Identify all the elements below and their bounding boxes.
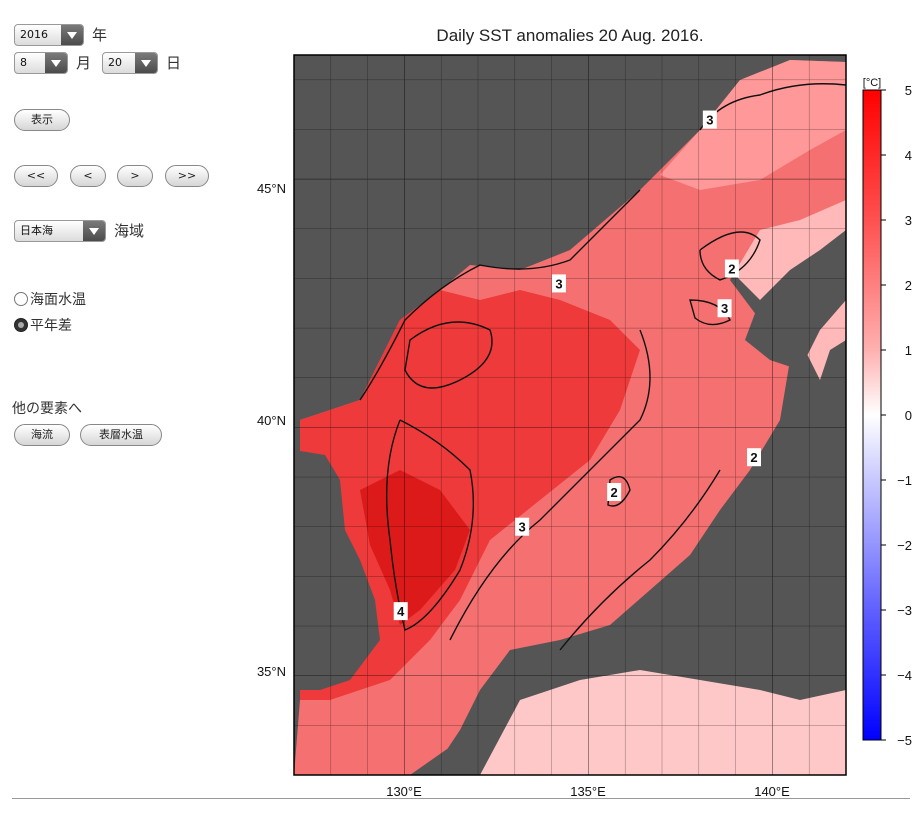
colorbar-tick-label: −4	[897, 668, 912, 683]
sea-zone-strong	[300, 290, 640, 700]
nav-last-button[interactable]: >>	[165, 165, 209, 187]
colorbar-unit: [°C]	[863, 77, 881, 89]
radio-sst[interactable]: 海面水温	[14, 289, 86, 309]
control-panel: 2016 年 8 月 20 日 表示 << < > >> 日本海 海域 海面水温…	[0, 0, 240, 830]
colorbar-tick-label: 5	[905, 83, 912, 98]
map-frame	[293, 54, 847, 776]
chevron-down-icon	[45, 53, 67, 73]
contour-label: 3	[555, 276, 562, 291]
sst-anomaly-chart: Daily SST anomalies 20 Aug. 2016. 130°E	[257, 26, 912, 799]
month-unit-label: 月	[76, 54, 92, 72]
bottom-divider	[12, 798, 910, 799]
contour-label: 2	[611, 485, 618, 500]
colorbar-tick-label: −2	[897, 538, 912, 553]
x-tick-label: 135°E	[570, 784, 606, 799]
day-unit-label: 日	[166, 54, 182, 72]
year-select[interactable]: 2016	[14, 24, 84, 46]
chevron-down-icon	[135, 53, 157, 73]
colorbar-tick-label: 4	[905, 148, 912, 163]
y-tick-label: 45°N	[257, 181, 286, 196]
radio-sst-label: 海面水温	[30, 292, 86, 308]
contour-labels: 3 3 2 3 2 2 3 4	[393, 110, 761, 621]
colorbar: [°C] 5 4 3 2 1 0 −1 −2 −3 −4 −5	[862, 77, 912, 748]
y-tick-label: 40°N	[257, 413, 286, 428]
year-select-value: 2016	[20, 28, 48, 41]
region-select[interactable]: 日本海	[14, 220, 106, 242]
y-axis-labels: 45°N 40°N 35°N	[257, 181, 286, 679]
contour-label-box	[551, 274, 566, 293]
x-axis-labels: 130°E 135°E 140°E	[386, 784, 790, 799]
x-tick-label: 140°E	[754, 784, 790, 799]
contour-label-box	[607, 482, 622, 501]
nav-first-button[interactable]: <<	[14, 165, 58, 187]
chevron-down-icon	[83, 221, 105, 241]
contour-label-box	[515, 517, 530, 536]
colorbar-ticks: 5 4 3 2 1 0 −1 −2 −3 −4 −5	[881, 83, 912, 748]
region-unit-label: 海域	[114, 222, 145, 240]
month-select-value: 8	[20, 56, 27, 69]
y-tick-label: 35°N	[257, 664, 286, 679]
colorbar-tick-label: 2	[905, 278, 912, 293]
colorbar-tick-label: −1	[897, 473, 912, 488]
contour-label-box	[702, 110, 717, 129]
nav-prev-button[interactable]: <	[70, 165, 106, 187]
contour-label: 3	[706, 113, 713, 128]
colorbar-tick-label: 0	[905, 408, 912, 423]
land-hokkaido	[745, 230, 846, 370]
region-select-value: 日本海	[20, 224, 53, 237]
x-tick-label: 130°E	[386, 784, 422, 799]
contour-label: 3	[519, 520, 526, 535]
colorbar-scale	[862, 89, 882, 741]
year-unit-label: 年	[92, 26, 108, 44]
day-select-value: 20	[108, 56, 122, 69]
colorbar-tick-label: 1	[905, 343, 912, 358]
day-select[interactable]: 20	[102, 52, 158, 74]
land-japan	[430, 340, 846, 775]
colorbar-tick-label: −5	[897, 733, 912, 748]
map-area	[294, 55, 846, 775]
contour-label-box	[747, 448, 761, 467]
radio-sst-button[interactable]	[14, 292, 28, 306]
radio-anomaly[interactable]: 平年差	[14, 315, 72, 335]
contour-label-box	[724, 259, 739, 278]
sea-zone-weak	[560, 62, 846, 775]
colorbar-tick-label: 3	[905, 213, 912, 228]
subsurface-temp-button[interactable]: 表層水温	[80, 424, 162, 446]
colorbar-tick-label: −3	[897, 603, 912, 618]
contour-label: 4	[397, 604, 405, 619]
other-elements-label: 他の要素へ	[12, 401, 82, 417]
contour-label: 2	[728, 262, 735, 277]
land-korea-coast	[294, 450, 380, 690]
contour-label-box	[717, 299, 732, 318]
nav-next-button[interactable]: >	[117, 165, 153, 187]
radio-anomaly-button[interactable]	[14, 318, 28, 332]
sea-inland	[480, 670, 846, 775]
chart-title: Daily SST anomalies 20 Aug. 2016.	[436, 26, 703, 45]
radio-anomaly-label: 平年差	[30, 318, 72, 334]
current-button[interactable]: 海流	[14, 424, 70, 446]
chevron-down-icon	[61, 25, 83, 45]
contour-label-box	[393, 602, 408, 621]
contour-label: 2	[750, 450, 757, 465]
contour-label: 3	[721, 301, 728, 316]
show-button[interactable]: 表示	[14, 109, 70, 131]
sea-zone-moderate	[660, 60, 846, 190]
month-select[interactable]: 8	[14, 52, 68, 74]
